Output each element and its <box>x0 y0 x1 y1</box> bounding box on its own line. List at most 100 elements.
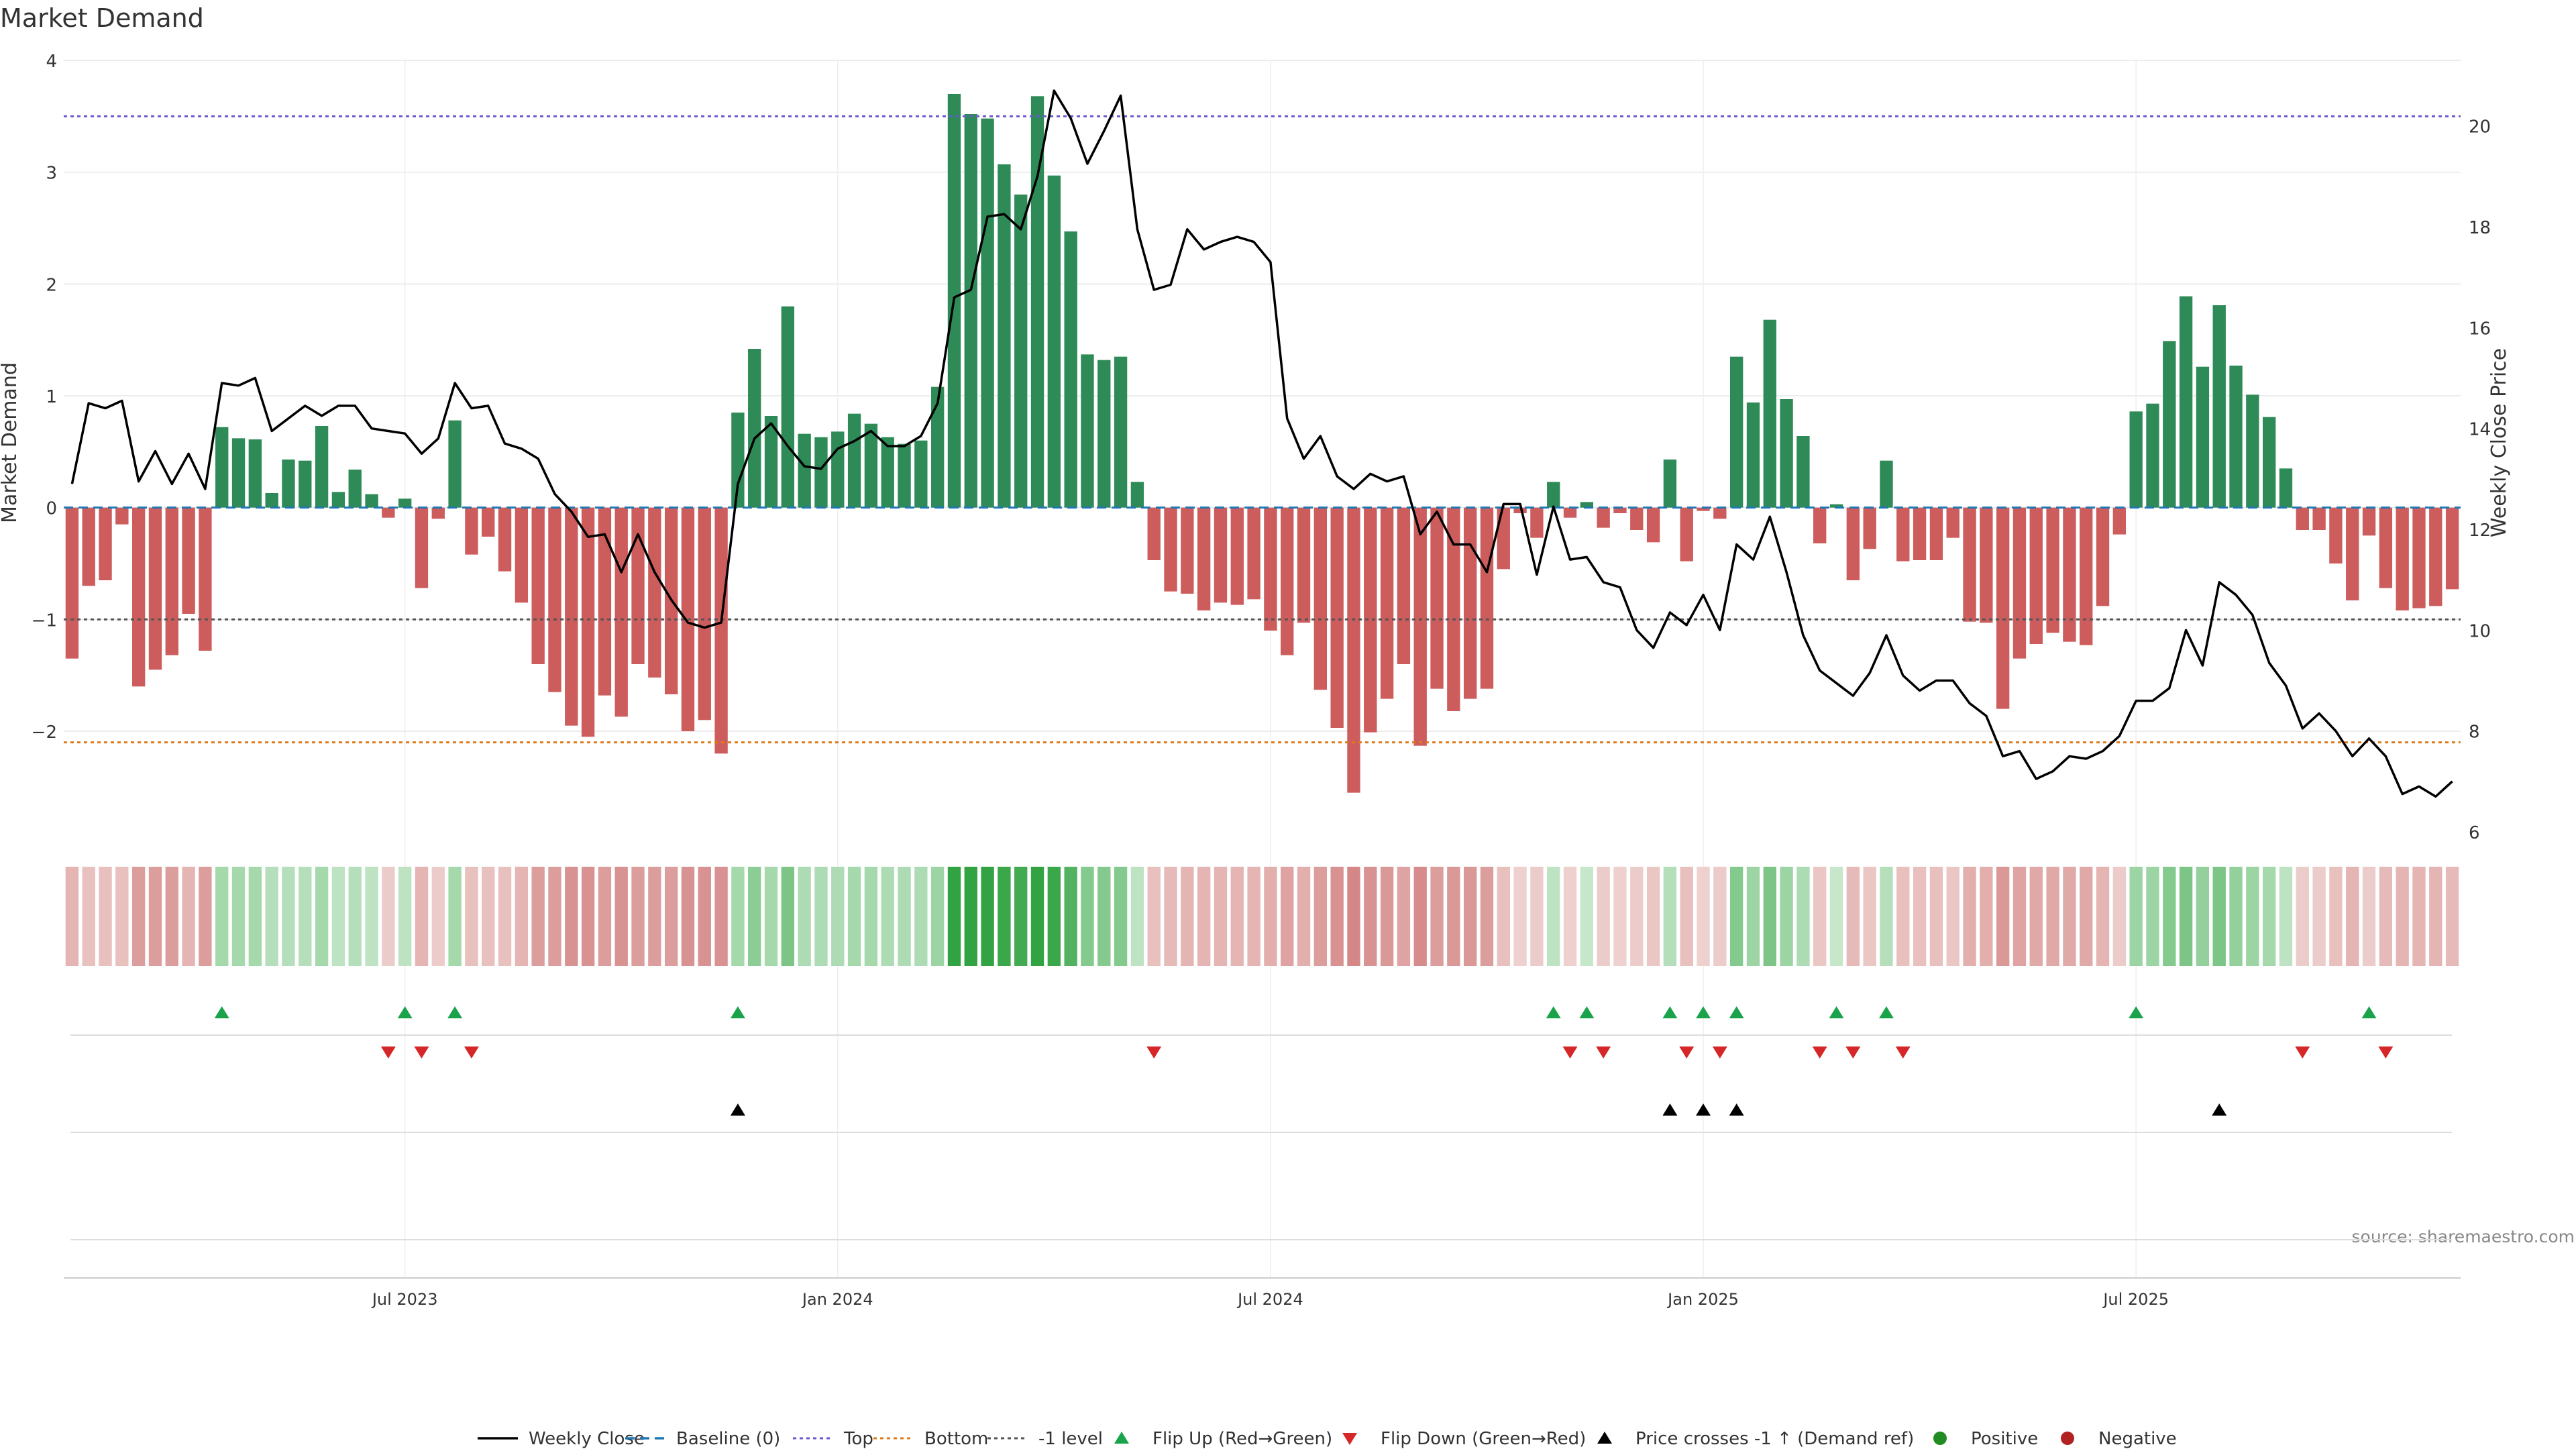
demand-bar <box>1247 507 1260 600</box>
flip-up-marker <box>1696 1006 1711 1018</box>
heat-cell <box>2246 867 2259 966</box>
legend-item: Baseline (0) <box>625 1429 780 1449</box>
heat-cell <box>898 867 911 966</box>
flip-up-marker <box>2361 1006 2377 1018</box>
demand-bar <box>1047 175 1061 508</box>
heat-cell <box>1863 867 1876 966</box>
demand-bar <box>1164 507 1177 592</box>
demand-bar <box>1330 507 1344 728</box>
demand-bar <box>1364 507 1377 733</box>
flip-down-marker <box>2295 1046 2310 1059</box>
flip-down-marker <box>464 1046 479 1059</box>
heat-cell <box>2312 867 2326 966</box>
y-tick-label: 4 <box>46 52 57 72</box>
demand-bar <box>964 114 977 508</box>
y2-tick-label: 8 <box>2469 722 2480 743</box>
heat-cell <box>448 867 462 966</box>
flip-up-marker <box>2129 1006 2144 1018</box>
heat-cell <box>764 867 778 966</box>
y2-tick-label: 14 <box>2469 420 2491 440</box>
y2-tick-label: 16 <box>2469 319 2491 339</box>
heat-cell <box>781 867 795 966</box>
demand-bar <box>1980 507 1993 623</box>
heat-cell <box>648 867 661 966</box>
demand-bar <box>2229 366 2243 508</box>
demand-bar <box>1729 356 1743 508</box>
legend-item: Positive <box>1933 1429 2038 1449</box>
demand-bar <box>282 460 295 508</box>
heat-cell <box>1946 867 1960 966</box>
heat-cell <box>1064 867 1077 966</box>
flip-down-marker <box>1562 1046 1578 1059</box>
demand-bar <box>1597 507 1610 528</box>
demand-bar <box>431 507 445 519</box>
demand-bar <box>565 507 578 726</box>
heat-cell <box>1364 867 1377 966</box>
heat-cell <box>1147 867 1161 966</box>
demand-bar <box>714 507 728 754</box>
flip-down-marker <box>380 1046 396 1059</box>
demand-bar <box>914 440 928 508</box>
demand-bar <box>465 507 478 555</box>
heat-cell <box>1829 867 1843 966</box>
demand-bar <box>1813 507 1827 543</box>
demand-bar <box>1646 507 1660 543</box>
heat-cell <box>82 867 95 966</box>
demand-bar <box>131 507 146 687</box>
legend-label: Top <box>843 1429 873 1449</box>
demand-bar <box>2196 366 2210 508</box>
heat-cell <box>1281 867 1294 966</box>
grid <box>64 60 2461 1278</box>
heat-cell <box>2179 867 2193 966</box>
heat-cell <box>1880 867 1893 966</box>
heat-cell <box>2379 867 2393 966</box>
y2-tick-label: 12 <box>2469 521 2491 541</box>
heat-cell <box>1663 867 1677 966</box>
demand-bar <box>1197 507 1211 610</box>
heat-cell <box>598 867 612 966</box>
heat-cell <box>382 867 395 966</box>
demand-bar <box>1580 502 1594 508</box>
demand-bar <box>1397 507 1411 664</box>
flip-up-marker <box>1878 1006 1894 1018</box>
demand-bar <box>1430 507 1444 689</box>
x-tick-label: Jul 2023 <box>371 1290 438 1309</box>
heat-cell <box>714 867 728 966</box>
heat-cell <box>2146 867 2159 966</box>
demand-bar <box>1130 482 1144 508</box>
heat-cell <box>1697 867 1710 966</box>
heat-cell <box>1413 867 1427 966</box>
heat-cell <box>1929 867 1943 966</box>
heat-cell <box>515 867 529 966</box>
demand-bar <box>248 439 262 508</box>
demand-bar <box>1114 356 1128 508</box>
demand-bar <box>1663 460 1677 508</box>
legend-label: Flip Down (Green→Red) <box>1381 1429 1586 1449</box>
heat-cell <box>1380 867 1394 966</box>
heat-cell <box>1913 867 1927 966</box>
heat-cell <box>698 867 711 966</box>
demand-bar <box>1480 507 1494 689</box>
demand-bar <box>847 413 861 508</box>
demand-bar <box>1064 231 1077 508</box>
chart-title: Market Demand <box>0 3 204 33</box>
heat-cell <box>1164 867 1177 966</box>
flip-down-marker <box>1895 1046 1911 1059</box>
heat-cell <box>2396 867 2409 966</box>
demand-bar <box>1929 507 1943 560</box>
demand-bar <box>1097 360 1111 508</box>
heat-cell <box>331 867 345 966</box>
demand-bar <box>1880 460 1893 508</box>
demand-bar <box>1913 507 1927 560</box>
heat-cell <box>2196 867 2210 966</box>
demand-bar <box>1081 354 1094 508</box>
demand-bar <box>930 386 945 508</box>
demand-bar <box>748 349 761 508</box>
x-tick-label: Jul 2025 <box>2102 1290 2169 1309</box>
heat-cell <box>299 867 312 966</box>
demand-bar <box>2012 507 2027 659</box>
demand-bar <box>1697 507 1710 511</box>
heat-cell <box>2412 867 2426 966</box>
heat-cell <box>1796 867 1810 966</box>
demand-bar <box>1230 507 1244 605</box>
